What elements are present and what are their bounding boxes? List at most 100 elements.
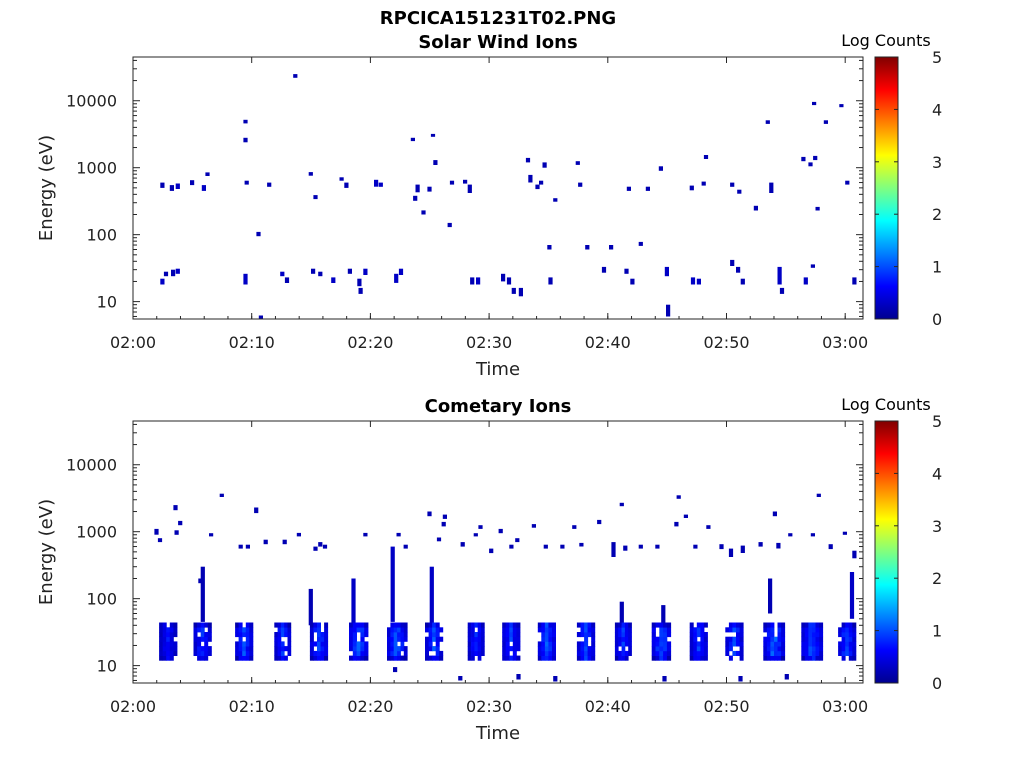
spectrogram-cell: [548, 627, 553, 633]
spectrogram-cell: [467, 627, 472, 633]
spectrogram-cell: [516, 627, 521, 633]
y-tick-label: 1000: [76, 523, 117, 542]
spectrogram-cell: [808, 636, 813, 642]
spectrogram-cell: [245, 622, 250, 628]
spectrogram-cell: [428, 655, 433, 661]
spectrogram-cell: [364, 632, 369, 638]
spectrogram-cell: [813, 155, 818, 161]
spectrogram-cell: [624, 627, 629, 633]
spectrogram-cell: [435, 641, 440, 647]
spectrogram-cell: [320, 650, 325, 656]
spectrogram-cell: [736, 636, 740, 642]
spectrogram-cell: [317, 622, 321, 628]
spectrogram-cell: [730, 259, 735, 266]
spectrogram-cell: [766, 650, 771, 656]
spectrogram-cell: [169, 185, 174, 191]
spectrogram-cell: [823, 120, 828, 124]
spectrogram-cell: [623, 545, 628, 551]
spectrogram-cell: [666, 304, 671, 317]
spectrogram-cell: [655, 655, 660, 661]
spectrogram-cell: [502, 632, 507, 638]
spectrogram-cell: [193, 641, 198, 647]
spectrogram-cell: [428, 636, 433, 642]
spectrogram-cell: [352, 650, 357, 656]
spectrogram-cell: [801, 156, 806, 162]
spectrogram-cell: [200, 655, 205, 661]
x-tick-label: 02:20: [347, 333, 393, 352]
colorbar-tick-label: 1: [932, 622, 942, 641]
spectrogram-cell: [655, 544, 660, 549]
spectrogram-cell: [628, 627, 632, 633]
spectrogram-cell: [777, 646, 782, 652]
spectrogram-cell: [209, 533, 214, 537]
spectrogram-cell: [467, 632, 472, 638]
spectrogram-cell: [173, 641, 178, 647]
spectrogram-cell: [552, 632, 556, 638]
spectrogram-cell: [356, 622, 361, 628]
spectrogram-cell: [803, 277, 808, 285]
y-tick-label: 10: [97, 657, 117, 676]
spectrogram-cell: [848, 636, 853, 642]
spectrogram-cell: [159, 641, 164, 647]
spectrogram-cell: [296, 532, 301, 537]
spectrogram-cell: [666, 632, 672, 638]
spectrogram-cell: [838, 627, 843, 633]
spectrogram-cell: [808, 655, 813, 661]
spectrogram-cell: [502, 627, 507, 633]
spectrogram-cell: [584, 632, 589, 638]
spectrogram-cell: [655, 641, 660, 647]
spectrogram-cell: [471, 632, 475, 638]
spectrogram-cell: [819, 622, 824, 628]
spectrogram-cell: [664, 266, 669, 277]
colorbar-scale: [874, 56, 899, 320]
spectrogram-cell: [815, 622, 820, 628]
spectrogram-cell: [541, 641, 546, 647]
spectrogram-cell: [597, 519, 602, 525]
spectrogram-cell: [349, 627, 354, 633]
spectrogram-cell: [801, 650, 806, 656]
spectrogram-cell: [313, 655, 318, 661]
spectrogram-cell: [663, 632, 668, 638]
spectrogram-cell: [166, 655, 171, 661]
spectrogram-cell: [235, 632, 240, 638]
spectrogram-cell: [700, 646, 705, 652]
spectrogram-cell: [313, 641, 318, 647]
spectrogram-cell: [815, 646, 820, 652]
spectrogram-cell: [349, 632, 354, 638]
spectrogram-cell: [552, 655, 556, 661]
spectrogram-cell: [819, 646, 824, 652]
spectrogram-cell: [624, 650, 629, 656]
spectrogram-cell: [630, 278, 635, 285]
spectrogram-cell: [467, 184, 472, 193]
spectrogram-cell: [287, 636, 292, 642]
spectrogram-cell: [238, 636, 243, 642]
spectrogram-cell: [280, 271, 285, 277]
spectrogram-cell: [397, 655, 401, 661]
spectrogram-cell: [703, 650, 708, 656]
spectrogram-cell: [770, 636, 775, 642]
spectrogram-cell: [544, 627, 549, 633]
spectrogram-cell: [447, 222, 452, 228]
spectrogram-cell: [502, 650, 507, 656]
spectrogram-cell: [242, 627, 247, 633]
spectrogram-cell: [848, 627, 853, 633]
spectrogram-cell: [400, 636, 405, 642]
spectrogram-cell: [162, 636, 167, 642]
spectrogram-cell: [655, 622, 660, 628]
spectrogram-cell: [576, 622, 581, 628]
spectrogram-cell: [576, 655, 581, 661]
spectrogram-cell: [449, 180, 455, 185]
spectrogram-cell: [770, 650, 775, 656]
spectrogram-cell: [815, 627, 820, 633]
spectrogram-cell: [541, 632, 546, 638]
spectrogram-cell: [638, 544, 643, 549]
panel-cometary: Cometary Ions 02:00 02:10 02:20 02:30 02:40 0…: [36, 395, 942, 744]
spectrogram-cell: [544, 632, 549, 638]
spectrogram-cell: [587, 655, 592, 661]
spectrogram-cell: [356, 646, 361, 652]
spectrogram-cell: [390, 632, 395, 638]
spectrogram-cell: [476, 277, 481, 285]
spectrogram-cell: [243, 273, 248, 285]
spectrogram-cell: [810, 533, 815, 537]
spectrogram-cell: [666, 641, 672, 647]
